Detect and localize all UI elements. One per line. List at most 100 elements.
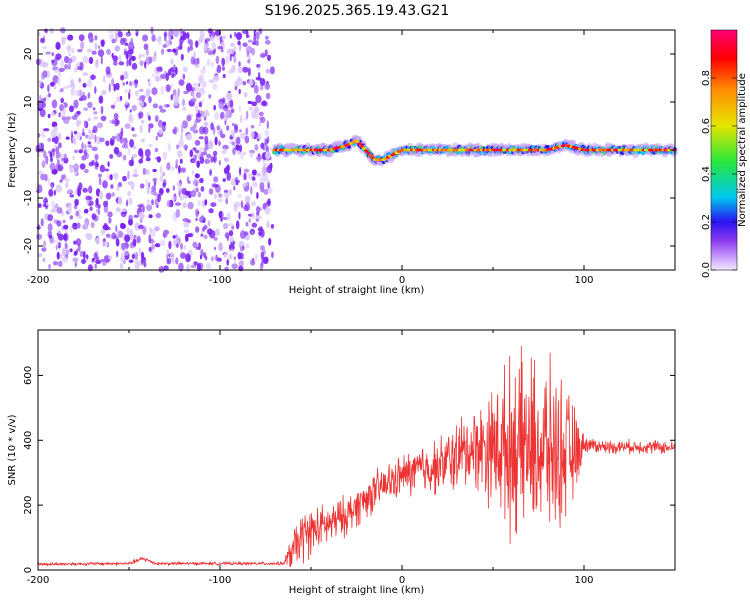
noise-speckle [110,104,115,109]
noise-speckle [198,36,204,43]
noise-speckle [269,162,273,169]
colorbar-step [711,70,737,73]
noise-speckle [214,193,217,200]
noise-speckle [208,79,215,83]
noise-speckle [195,91,202,99]
noise-speckle [128,159,134,167]
noise-speckle [57,241,62,247]
noise-speckle [192,129,199,134]
noise-speckle [173,28,180,38]
noise-speckle [204,158,211,164]
noise-speckle [136,235,141,244]
colorbar-gradient [711,30,737,271]
noise-speckle [87,129,92,134]
noise-speckle [187,255,191,262]
noise-speckle [192,124,197,130]
noise-speckle [67,190,70,195]
noise-speckle [233,54,237,63]
noise-speckle [100,259,105,263]
noise-speckle [214,228,220,236]
noise-speckle [251,211,255,220]
noise-speckle [146,199,150,204]
noise-speckle [47,113,51,119]
noise-speckle [172,48,177,53]
noise-speckle [233,46,237,51]
spectrogram-noise-region [35,26,275,273]
noise-speckle [225,198,228,205]
colorbar-step [711,170,737,173]
noise-speckle [57,151,61,159]
noise-speckle [223,222,229,230]
colorbar-step [711,88,737,91]
noise-speckle [83,107,89,112]
noise-speckle [40,72,45,80]
colorbar-step [711,188,737,191]
noise-speckle [134,222,141,231]
noise-speckle [58,112,61,118]
noise-speckle [218,242,223,251]
noise-speckle [108,217,112,224]
noise-speckle [218,101,225,110]
colorbar-step [711,56,737,59]
colorbar-step [711,130,737,133]
noise-speckle [138,111,144,119]
noise-speckle [175,257,179,265]
noise-speckle [163,265,169,271]
colorbar-step [711,254,737,257]
noise-speckle [213,237,218,241]
noise-speckle [180,133,183,141]
colorbar-step [711,36,737,39]
noise-speckle [178,139,185,148]
colorbar-step [711,226,737,229]
noise-speckle [240,245,244,252]
noise-speckle [245,195,251,204]
noise-speckle [141,120,145,124]
noise-speckle [56,43,61,50]
noise-speckle [267,181,270,190]
colorbar-step [711,84,737,87]
noise-speckle [239,166,242,176]
noise-speckle [107,161,110,168]
noise-speckle [234,86,238,91]
noise-speckle [264,129,270,136]
noise-speckle [170,83,174,88]
noise-speckle [162,121,167,127]
noise-speckle [179,195,185,201]
noise-speckle [122,82,126,86]
noise-speckle [206,153,212,159]
noise-speckle [198,178,203,183]
colorbar-step [711,120,737,123]
noise-speckle [260,142,265,149]
noise-speckle [139,124,143,134]
noise-speckle [158,128,164,135]
noise-speckle [99,164,105,173]
noise-speckle [102,180,108,189]
noise-speckle [154,243,161,248]
noise-speckle [244,135,250,144]
noise-speckle [143,43,149,51]
noise-speckle [121,252,124,261]
noise-speckle [240,150,244,160]
noise-speckle [105,66,111,75]
noise-speckle [149,227,152,231]
noise-speckle [64,176,68,181]
noise-speckle [53,189,57,196]
noise-speckle [128,116,135,124]
noise-speckle [52,204,57,213]
noise-speckle [170,94,174,101]
colorbar-step [711,156,737,159]
noise-speckle [229,48,235,55]
noise-speckle [158,38,161,46]
noise-speckle [192,159,197,164]
y-tick-label: 200 [23,496,34,515]
noise-speckle [176,45,183,51]
noise-speckle [234,125,239,134]
noise-speckle [97,204,101,209]
noise-speckle [57,77,61,86]
colorbar-step [711,222,737,225]
noise-speckle [100,105,104,115]
noise-speckle [131,104,137,112]
noise-speckle [259,78,266,86]
noise-speckle [251,110,257,118]
noise-speckle [139,219,143,223]
